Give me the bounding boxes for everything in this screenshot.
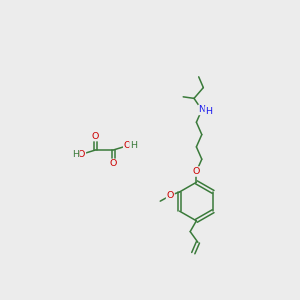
Text: O: O: [78, 150, 85, 159]
Text: H: H: [205, 107, 212, 116]
Text: O: O: [167, 190, 174, 200]
Text: H: H: [72, 150, 79, 159]
Text: H: H: [130, 141, 137, 150]
Text: O: O: [193, 167, 200, 176]
Text: O: O: [110, 159, 117, 168]
Text: O: O: [124, 141, 131, 150]
Text: N: N: [198, 105, 205, 114]
Text: O: O: [92, 132, 99, 141]
